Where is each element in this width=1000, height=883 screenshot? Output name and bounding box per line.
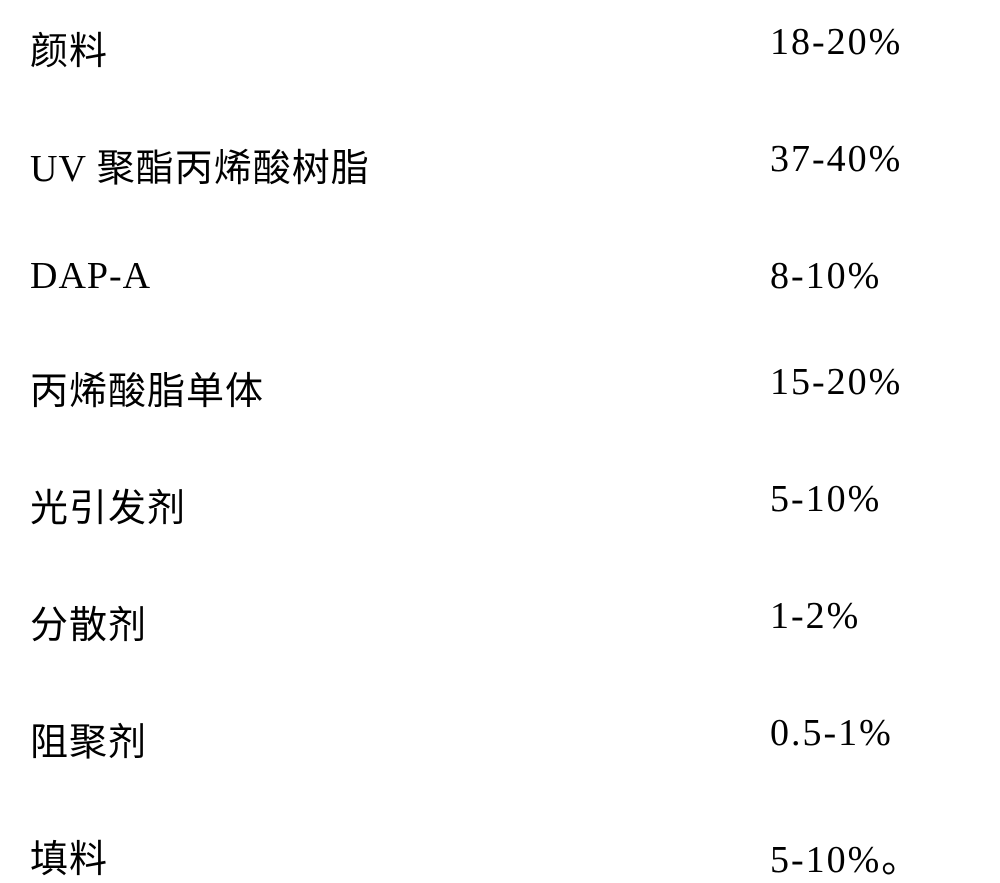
ingredient-percentage: 5-10%。	[770, 828, 970, 883]
table-row: DAP-A 8-10%	[30, 254, 970, 298]
ingredients-table: 颜料 18-20% UV 聚酯丙烯酸树脂 37-40% DAP-A 8-10% …	[30, 20, 970, 883]
ingredient-name: 分散剂	[30, 594, 147, 649]
ingredient-name: 颜料	[30, 20, 108, 75]
ingredient-name: DAP-A	[30, 254, 151, 298]
ingredient-name: UV 聚酯丙烯酸树脂	[30, 137, 370, 192]
ingredient-percentage: 15-20%	[770, 360, 970, 404]
ingredient-percentage: 0.5-1%	[770, 711, 970, 755]
table-row: 颜料 18-20%	[30, 20, 970, 75]
table-row: 分散剂 1-2%	[30, 594, 970, 649]
ingredient-percentage: 37-40%	[770, 137, 970, 181]
table-row: 填料 5-10%。	[30, 828, 970, 883]
table-row: 阻聚剂 0.5-1%	[30, 711, 970, 766]
ingredient-name: 丙烯酸脂单体	[30, 360, 264, 415]
ingredient-percentage: 5-10%	[770, 477, 970, 521]
ingredient-name: 阻聚剂	[30, 711, 147, 766]
ingredient-percentage: 8-10%	[770, 254, 970, 298]
ingredient-percentage: 18-20%	[770, 20, 970, 64]
table-row: UV 聚酯丙烯酸树脂 37-40%	[30, 137, 970, 192]
ingredient-name: 填料	[30, 828, 108, 883]
ingredient-percentage: 1-2%	[770, 594, 970, 638]
table-row: 丙烯酸脂单体 15-20%	[30, 360, 970, 415]
ingredient-name: 光引发剂	[30, 477, 186, 532]
table-row: 光引发剂 5-10%	[30, 477, 970, 532]
